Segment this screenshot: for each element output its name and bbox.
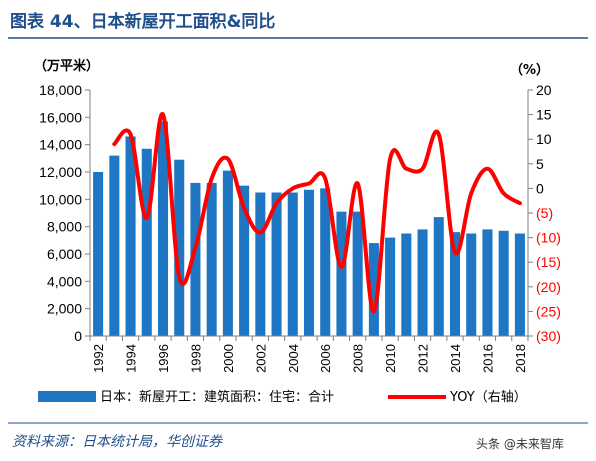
right-tick-label: (15)	[536, 254, 561, 270]
bar-1995	[141, 148, 152, 336]
bar-2010	[385, 237, 396, 336]
left-tick-label: 4,000	[47, 273, 82, 289]
bar-2003	[271, 192, 282, 336]
left-tick-label: 2,000	[47, 301, 82, 317]
left-tick-label: 18,000	[39, 82, 82, 98]
bar-2015	[466, 233, 477, 336]
x-axis-ticks: 1992 1994 1996 1998 2000 2002 2004 2006 2008 2010…	[89, 336, 529, 373]
bar-2016	[482, 229, 493, 336]
bar-2012	[417, 229, 428, 336]
bar-1992	[93, 172, 104, 336]
left-tick-label: 14,000	[39, 137, 82, 153]
x-tick-label: 2002	[253, 344, 268, 373]
bar-2005	[303, 189, 315, 336]
right-tick-label: 15	[536, 107, 552, 123]
right-tick-label: (20)	[536, 279, 561, 295]
right-tick-label: (25)	[536, 303, 561, 319]
yoy-line-series	[112, 112, 522, 314]
left-tick-label: 8,000	[47, 219, 82, 235]
bar-2018	[514, 233, 525, 336]
right-tick-label: 10	[536, 131, 552, 147]
left-axis-ticks: 0 2,000 4,000 6,000 8,000 10,000 12,000 14,000 1…	[39, 82, 90, 344]
legend-line-label: YOY（右轴）	[449, 390, 527, 405]
bar-2000	[222, 170, 233, 336]
right-tick-label: (10)	[536, 230, 561, 246]
bar-2001	[239, 185, 250, 336]
bar-1993	[109, 155, 120, 336]
x-tick-label: 2018	[513, 344, 528, 373]
bar-2004	[287, 192, 298, 336]
right-axis-ticks: (30) (25) (20) (15) (10) (5) 0 5 10 15 20	[528, 82, 561, 344]
bar-1999	[206, 182, 217, 336]
legend-bar-swatch	[38, 391, 96, 402]
bar-series	[93, 121, 525, 336]
left-tick-label: 16,000	[39, 109, 82, 125]
right-axis-unit: （%）	[510, 62, 549, 78]
x-tick-label: 2000	[221, 344, 236, 373]
bar-2009	[368, 243, 379, 336]
left-tick-label: 10,000	[39, 191, 82, 207]
bar-2006	[320, 188, 331, 336]
bar-2014	[449, 232, 461, 336]
x-tick-label: 1996	[156, 344, 171, 373]
right-tick-label: (5)	[536, 205, 553, 221]
x-tick-label: 1992	[91, 344, 106, 373]
right-tick-label: (30)	[536, 328, 561, 344]
bar-2008	[352, 211, 363, 336]
bar-2013	[433, 217, 444, 336]
yoy-line	[112, 112, 522, 314]
bar-1998	[190, 182, 201, 336]
right-tick-label: 5	[536, 156, 544, 172]
bar-1996	[157, 121, 169, 336]
left-tick-label: 0	[74, 328, 82, 344]
x-tick-label: 2012	[416, 344, 431, 373]
x-tick-label: 1998	[188, 344, 203, 373]
x-tick-label: 2010	[383, 344, 398, 373]
bar-2011	[401, 233, 412, 336]
legend-bar-label: 日本：新屋开工：建筑面积：住宅：合计	[100, 389, 334, 405]
bar-1997	[174, 159, 185, 336]
x-tick-label: 2008	[351, 344, 366, 373]
chart-title: 图表 44、日本新屋开工面积&同比	[10, 11, 275, 32]
right-tick-label: 0	[536, 180, 544, 196]
bar-2007	[336, 211, 347, 336]
x-tick-label: 2016	[480, 344, 495, 373]
bar-1994	[125, 136, 136, 336]
bar-2017	[498, 230, 509, 336]
left-tick-label: 12,000	[39, 164, 82, 180]
x-tick-label: 2014	[448, 344, 463, 373]
x-tick-label: 2004	[286, 344, 301, 373]
x-tick-label: 2006	[318, 344, 333, 373]
left-axis-unit: （万平米）	[34, 58, 99, 74]
x-tick-label: 1994	[124, 344, 139, 373]
right-tick-label: 20	[536, 82, 552, 98]
left-tick-label: 6,000	[47, 246, 82, 262]
source-note: 资料来源：日本统计局，华创证券	[12, 434, 223, 450]
bar-2002	[255, 192, 266, 336]
watermark: 头条 @未来智库	[476, 436, 564, 451]
